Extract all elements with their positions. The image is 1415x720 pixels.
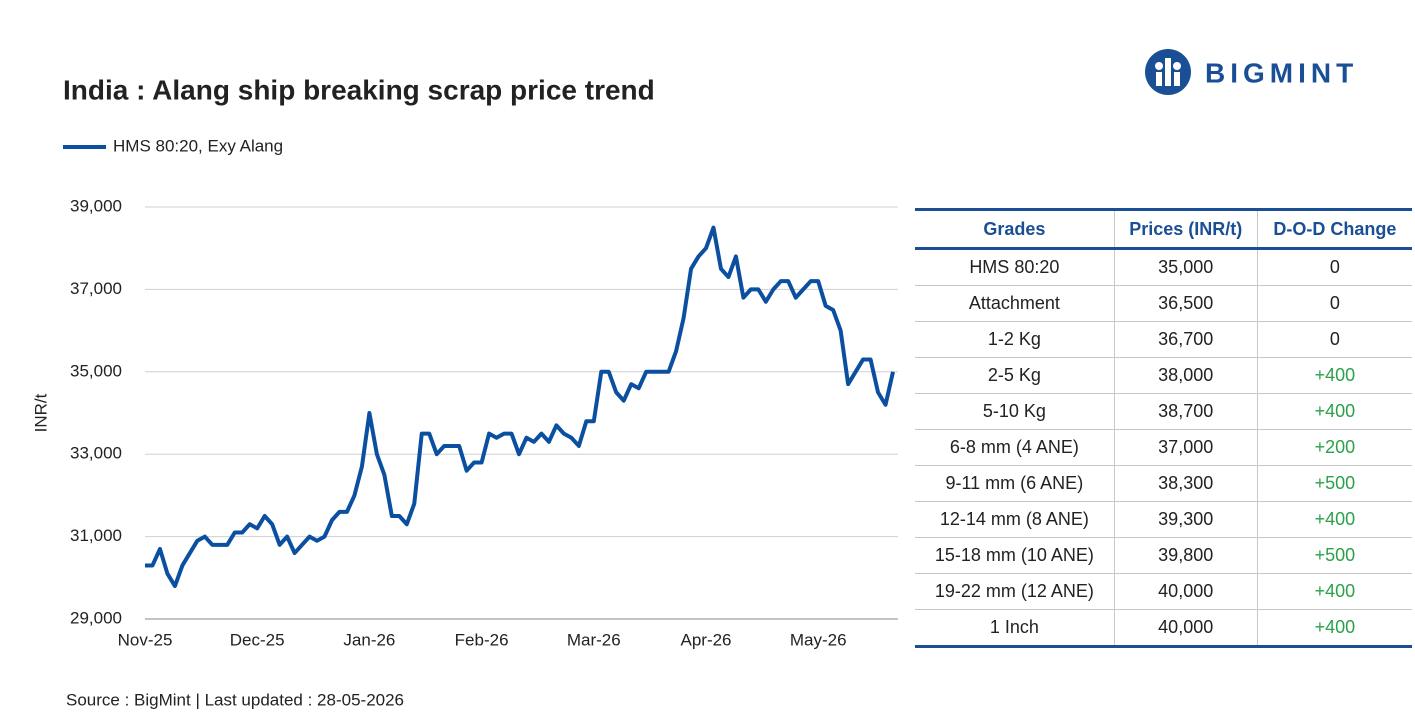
x-tick-label: Jan-26 <box>343 630 395 649</box>
table-cell: +400 <box>1256 393 1412 430</box>
y-tick-label: 35,000 <box>70 361 122 380</box>
table-cell: +400 <box>1256 573 1412 610</box>
table-cell: +500 <box>1256 537 1412 574</box>
table-cell: +500 <box>1256 465 1412 502</box>
y-tick-label: 39,000 <box>70 196 122 215</box>
data-line <box>145 225 895 589</box>
table-cell: 39,800 <box>1113 537 1258 574</box>
table-cell: 5-10 Kg <box>915 393 1115 430</box>
legend-label: HMS 80:20, Exy Alang <box>113 136 283 155</box>
price-table: Grades Prices (INR/t) D-O-D Change HMS 80:2… <box>915 208 1412 648</box>
table-cell: 1-2 Kg <box>915 321 1115 358</box>
table-row: 2-5 Kg 38,000 +400 <box>915 357 1412 394</box>
table-row: 9-11 mm (6 ANE) 38,300 +500 <box>915 465 1412 502</box>
x-tick-label: Dec-25 <box>230 630 285 649</box>
x-tick-label: Feb-26 <box>455 630 509 649</box>
table-row: 1 Inch 40,000 +400 <box>915 609 1412 648</box>
table-cell: 0 <box>1256 285 1412 322</box>
column-header: D-O-D Change <box>1256 208 1412 250</box>
column-header: Grades <box>915 208 1115 250</box>
x-tick-label: Nov-25 <box>118 630 173 649</box>
table-cell: 36,500 <box>1113 285 1258 322</box>
table-cell: +400 <box>1256 609 1412 648</box>
logo-icon <box>1145 49 1191 95</box>
y-axis-label: INR/t <box>31 393 50 432</box>
table-cell: 15-18 mm (10 ANE) <box>915 537 1115 574</box>
table-cell: 38,300 <box>1113 465 1258 502</box>
table-row: 1-2 Kg 36,700 0 <box>915 321 1412 358</box>
column-header: Prices (INR/t) <box>1113 208 1258 250</box>
table-cell: 2-5 Kg <box>915 357 1115 394</box>
table-cell: +400 <box>1256 501 1412 538</box>
y-tick-label: 37,000 <box>70 279 122 298</box>
table-cell: 9-11 mm (6 ANE) <box>915 465 1115 502</box>
y-tick-label: 33,000 <box>70 444 122 463</box>
table-row: 5-10 Kg 38,700 +400 <box>915 393 1412 430</box>
x-tick-label: May-26 <box>790 630 847 649</box>
source-note: Source : BigMint | Last updated : 28-05-… <box>66 690 404 709</box>
table-cell: 38,000 <box>1113 357 1258 394</box>
table-row: Attachment 36,500 0 <box>915 285 1412 322</box>
table-row: 15-18 mm (10 ANE) 39,800 +500 <box>915 537 1412 574</box>
table-row: HMS 80:20 35,000 0 <box>915 248 1412 286</box>
table-cell: Attachment <box>915 285 1115 322</box>
table-cell: 1 Inch <box>915 609 1115 648</box>
table-cell: 37,000 <box>1113 429 1258 466</box>
x-tick-label: Mar-26 <box>567 630 621 649</box>
table-row: 12-14 mm (8 ANE) 39,300 +400 <box>915 501 1412 538</box>
table-cell: 19-22 mm (12 ANE) <box>915 573 1115 610</box>
table-cell: 40,000 <box>1113 609 1258 648</box>
table-cell: 40,000 <box>1113 573 1258 610</box>
table-cell: +400 <box>1256 357 1412 394</box>
table-cell: +200 <box>1256 429 1412 466</box>
y-tick-label: 29,000 <box>70 608 122 627</box>
table-cell: 6-8 mm (4 ANE) <box>915 429 1115 466</box>
table-cell: 12-14 mm (8 ANE) <box>915 501 1115 538</box>
table-cell: 36,700 <box>1113 321 1258 358</box>
table-cell: 35,000 <box>1113 248 1258 286</box>
table-row: 6-8 mm (4 ANE) 37,000 +200 <box>915 429 1412 466</box>
table-cell: 38,700 <box>1113 393 1258 430</box>
table-header: Grades Prices (INR/t) D-O-D Change <box>915 208 1412 250</box>
table-cell: 39,300 <box>1113 501 1258 538</box>
table-row: 19-22 mm (12 ANE) 40,000 +400 <box>915 573 1412 610</box>
logo-text: BIGMINT <box>1205 57 1358 88</box>
table-cell: 0 <box>1256 321 1412 358</box>
x-tick-label: Apr-26 <box>680 630 731 649</box>
table-cell: 0 <box>1256 248 1412 286</box>
y-tick-label: 31,000 <box>70 526 122 545</box>
chart-title: India : Alang ship breaking scrap price … <box>63 74 655 105</box>
table-cell: HMS 80:20 <box>915 248 1115 286</box>
